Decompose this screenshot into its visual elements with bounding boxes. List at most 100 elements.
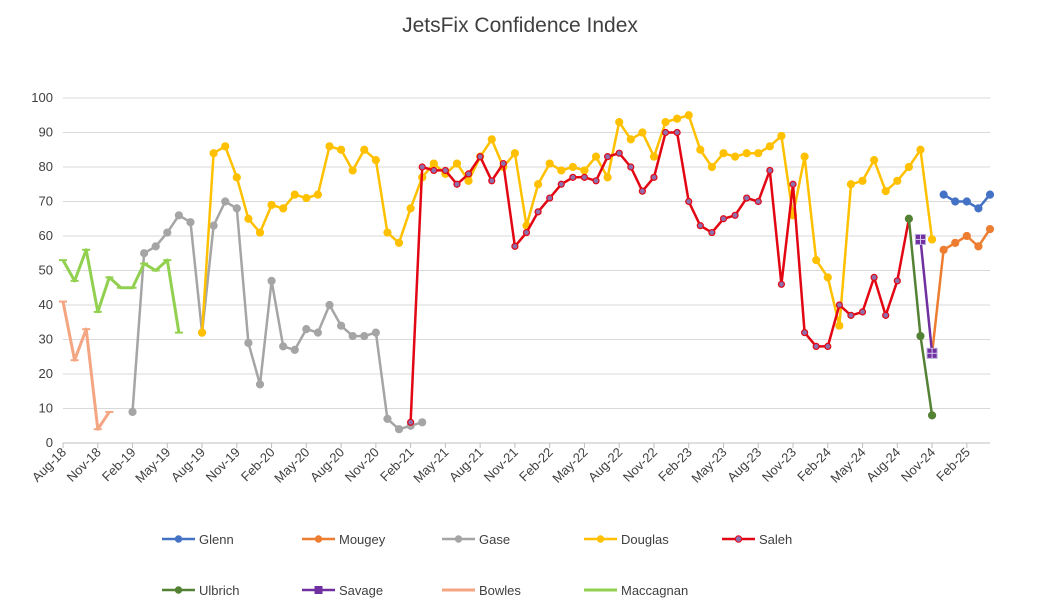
data-point-douglas <box>615 118 624 127</box>
data-point-gase <box>221 197 230 206</box>
data-point-saleh <box>858 308 867 316</box>
data-point-saleh <box>696 222 704 230</box>
data-point-douglas <box>812 256 821 265</box>
data-point-saleh <box>731 211 739 219</box>
x-tick-label: Nov-20 <box>342 445 382 485</box>
series-douglas <box>197 111 937 337</box>
data-point-saleh <box>847 311 855 319</box>
legend-item-glenn: Glenn <box>162 532 234 547</box>
y-tick-label: 20 <box>39 366 53 381</box>
chart-title: JetsFix Confidence Index <box>402 14 638 37</box>
data-point-douglas <box>904 162 913 172</box>
data-point-gase <box>383 414 392 423</box>
data-point-douglas <box>464 176 473 185</box>
x-tick-label: Nov-24 <box>898 445 938 485</box>
data-point-douglas <box>360 145 369 154</box>
data-point-saleh <box>766 166 774 175</box>
data-point-mougey <box>985 225 995 234</box>
x-tick-label: May-24 <box>827 445 868 486</box>
gridlines <box>63 97 990 444</box>
x-tick-label: May-23 <box>688 445 729 486</box>
data-point-douglas <box>313 190 323 199</box>
data-point-gase <box>360 331 369 341</box>
data-point-gase <box>244 338 253 348</box>
legend-label: Bowles <box>479 583 521 598</box>
data-point-gase <box>140 249 149 258</box>
data-point-gase <box>279 342 288 351</box>
data-point-douglas <box>870 156 879 165</box>
x-tick-label: Feb-22 <box>516 445 556 485</box>
data-point-douglas <box>603 173 612 182</box>
data-point-saleh <box>812 342 820 350</box>
legend-marker <box>314 535 323 543</box>
data-point-saleh <box>673 128 681 137</box>
data-point-saleh <box>441 166 449 175</box>
data-point-saleh <box>743 194 751 202</box>
x-tick-label: Nov-19 <box>203 445 243 485</box>
data-point-douglas <box>290 190 299 199</box>
data-point-douglas <box>325 142 334 151</box>
x-tick-label: Aug-24 <box>863 445 903 485</box>
data-point-douglas <box>429 159 438 168</box>
data-point-saleh <box>476 153 484 161</box>
x-tick-label: Feb-20 <box>238 445 278 485</box>
legend: Glenn Mougey Gase Douglas Saleh Ulbrich Savage… <box>162 532 792 598</box>
legend-label: Douglas <box>621 532 669 547</box>
data-point-douglas <box>858 176 867 185</box>
data-point-glenn <box>939 190 948 199</box>
data-point-douglas <box>835 321 844 330</box>
data-point-douglas <box>267 200 276 210</box>
y-tick-label: 90 <box>39 125 53 140</box>
data-point-saleh <box>534 208 542 216</box>
y-tick-label: 50 <box>39 263 53 278</box>
data-point-gase <box>128 407 137 417</box>
data-point-douglas <box>846 180 856 189</box>
data-point-saleh <box>546 194 554 202</box>
data-point-glenn <box>985 190 995 199</box>
data-point-saleh <box>569 173 577 181</box>
data-point-douglas <box>232 173 241 182</box>
x-tick-label: May-22 <box>549 445 590 486</box>
data-point-douglas <box>255 228 265 237</box>
data-point-gase <box>348 331 357 341</box>
data-point-saleh <box>708 228 716 237</box>
data-point-gase <box>186 218 195 227</box>
series-line-maccagnan <box>61 248 181 333</box>
data-point-saleh <box>522 228 531 237</box>
series-gase <box>128 197 427 434</box>
legend-item-mougey: Mougey <box>302 532 386 547</box>
data-point-saleh <box>800 329 809 337</box>
data-point-douglas <box>696 145 705 154</box>
data-point-douglas <box>707 162 717 172</box>
legend-marker <box>734 535 743 543</box>
series-ulbrich <box>904 214 937 420</box>
y-tick-label: 0 <box>46 435 53 450</box>
series-glenn <box>939 190 995 213</box>
data-point-saleh <box>499 159 507 168</box>
data-point-douglas <box>279 204 288 213</box>
data-point-saleh <box>557 180 565 188</box>
legend-marker <box>454 535 463 543</box>
data-point-saleh <box>604 153 612 161</box>
data-point-saleh <box>824 342 832 350</box>
legend-item-maccagnan: Maccagnan <box>584 583 688 598</box>
legend-label: Maccagnan <box>621 583 688 598</box>
legend-item-douglas: Douglas <box>584 532 669 547</box>
data-point-gase <box>209 221 218 230</box>
series-line-savage <box>919 239 934 354</box>
series-maccagnan <box>59 248 183 334</box>
data-point-douglas <box>649 152 659 161</box>
data-point-douglas <box>893 176 902 185</box>
data-point-gase <box>302 325 311 334</box>
data-point-gase <box>313 328 323 337</box>
legend-label: Glenn <box>199 532 234 547</box>
data-point-saleh <box>453 180 461 188</box>
data-point-saleh <box>870 273 878 281</box>
y-tick-label: 100 <box>31 90 53 105</box>
data-point-saleh <box>882 311 890 319</box>
data-point-glenn <box>974 204 983 213</box>
data-point-glenn <box>951 197 960 206</box>
data-point-gase <box>337 321 346 330</box>
data-point-saleh <box>893 277 901 285</box>
